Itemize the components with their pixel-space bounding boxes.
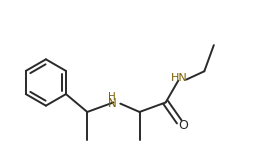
- Text: H: H: [108, 92, 116, 102]
- Text: O: O: [178, 119, 188, 132]
- Text: N: N: [108, 97, 117, 110]
- Text: HN: HN: [171, 73, 188, 83]
